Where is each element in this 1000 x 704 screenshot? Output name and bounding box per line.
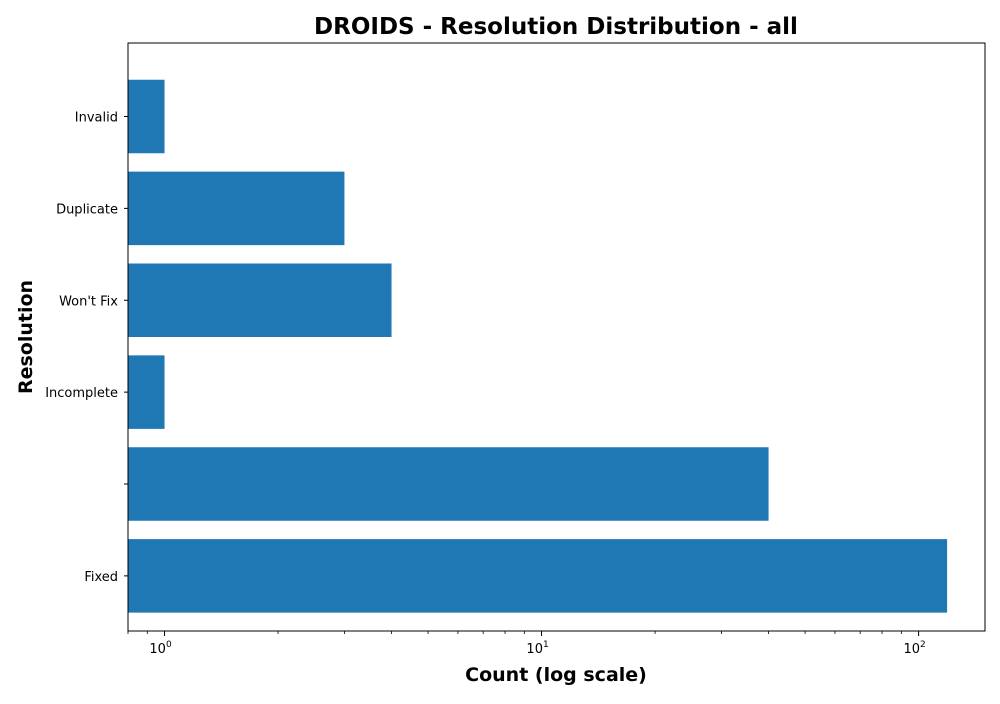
x-tick-label: 101	[526, 640, 548, 657]
chart-title: DROIDS - Resolution Distribution - all	[314, 14, 798, 40]
bar-duplicate	[128, 171, 345, 246]
bars-layer	[128, 79, 948, 613]
bar-fixed	[128, 539, 948, 613]
bar-invalid	[128, 79, 165, 154]
y-tick-label: Fixed	[84, 570, 118, 585]
x-axis-ticks: 100 101 102	[127, 631, 926, 657]
x-axis-label: Count (log scale)	[465, 664, 647, 686]
y-tick-label: Incomplete	[45, 386, 118, 401]
y-tick-label: Won't Fix	[59, 294, 118, 309]
x-tick-label: 100	[149, 640, 172, 657]
x-tick-label: 102	[903, 640, 925, 657]
bar-blank	[128, 447, 769, 521]
y-tick-label: Duplicate	[56, 202, 118, 217]
y-axis-ticks: Invalid Duplicate Won't Fix Incomplete Fixed	[45, 111, 128, 585]
bar-won-t-fix	[128, 263, 392, 337]
y-tick-label: Invalid	[75, 111, 118, 126]
bar-incomplete	[128, 355, 165, 429]
plot-frame	[127, 42, 986, 632]
y-axis-label: Resolution	[15, 280, 37, 394]
